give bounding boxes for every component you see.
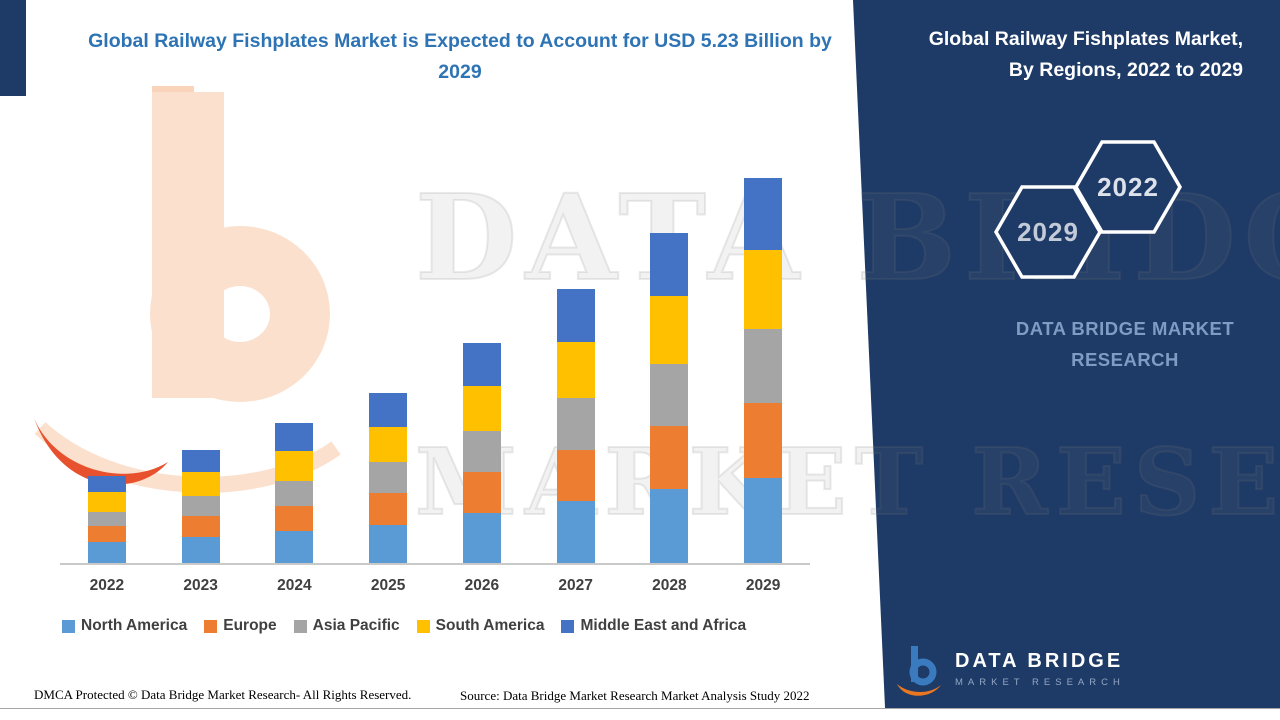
legend-item-middle-east-and-africa: Middle East and Africa xyxy=(561,617,746,635)
bar-segment-asia-pacific xyxy=(181,496,220,516)
stacked-bar-2023 xyxy=(181,450,220,563)
footer-source-text: Source: Data Bridge Market Research Mark… xyxy=(460,688,810,703)
bar-segment-south-america xyxy=(462,385,501,432)
bar-segment-europe xyxy=(556,449,595,502)
bar-segment-europe xyxy=(369,493,408,525)
stacked-bar-2025 xyxy=(369,392,408,563)
legend-swatch xyxy=(416,619,430,633)
chart-x-axis-labels: 2022 2023 2024 2025 2026 2027 2028 2029 xyxy=(60,577,810,595)
bar-segment-middle-east-and-africa xyxy=(275,423,314,452)
bar-segment-middle-east-and-africa xyxy=(369,392,408,427)
bar-segment-north-america xyxy=(275,531,314,563)
panel-title: Global Railway Fishplates Market, By Reg… xyxy=(928,28,1243,82)
panel-logo: DATA BRIDGE MARKET RESEARCH xyxy=(893,642,1125,696)
bar-segment-asia-pacific xyxy=(650,363,689,427)
bar-segment-europe xyxy=(462,471,501,513)
logo-title: DATA BRIDGE xyxy=(955,650,1124,672)
hexagon-2022 xyxy=(1073,140,1183,234)
legend-item-europe: Europe xyxy=(204,617,277,635)
bar-segment-middle-east-and-africa xyxy=(556,288,595,342)
legend-swatch xyxy=(561,619,575,633)
legend-item-asia-pacific: Asia Pacific xyxy=(293,617,400,635)
stacked-bar-2022 xyxy=(87,476,126,563)
bar-segment-middle-east-and-africa xyxy=(462,342,501,386)
bar-segment-asia-pacific xyxy=(556,398,595,450)
legend-label: North America xyxy=(81,617,188,634)
bar-segment-middle-east-and-africa xyxy=(87,476,126,493)
bar-segment-europe xyxy=(744,403,783,479)
hexagon-2022-label: 2022 xyxy=(1097,172,1159,202)
bar-segment-north-america xyxy=(650,489,689,563)
bar-segment-north-america xyxy=(181,536,220,563)
right-panel xyxy=(853,0,1280,708)
bar-segment-middle-east-and-africa xyxy=(650,233,689,296)
legend-item-south-america: South America xyxy=(416,617,545,635)
legend-swatch xyxy=(293,619,307,633)
bar-segment-europe xyxy=(181,515,220,537)
bar-segment-south-america xyxy=(650,295,689,364)
legend-label: South America xyxy=(435,617,545,634)
main-title: Global Railway Fishplates Market is Expe… xyxy=(88,30,832,84)
logo-subtitle: MARKET RESEARCH xyxy=(955,677,1125,688)
x-axis-label-2023: 2023 xyxy=(183,577,218,594)
legend-label: Asia Pacific xyxy=(312,617,400,634)
legend-swatch xyxy=(62,619,75,633)
bar-segment-south-america xyxy=(87,492,126,512)
bar-segment-europe xyxy=(87,526,126,543)
stacked-bar-2024 xyxy=(275,423,314,563)
bar-segment-north-america xyxy=(369,524,408,563)
x-axis-label-2026: 2026 xyxy=(464,577,500,594)
legend-swatch xyxy=(204,619,218,633)
legend-item-north-america: North America xyxy=(62,617,187,635)
bar-segment-europe xyxy=(275,505,314,532)
corner-accent-bar xyxy=(0,0,26,96)
bar-segment-middle-east-and-africa xyxy=(181,450,220,473)
bar-segment-south-america xyxy=(181,472,220,497)
x-axis-label-2025: 2025 xyxy=(370,577,406,594)
x-axis-label-2022: 2022 xyxy=(89,577,125,594)
logo-icon-bowl xyxy=(909,658,937,686)
bar-segment-south-america xyxy=(556,341,595,399)
stacked-bar-2029 xyxy=(744,178,783,563)
x-axis-label-2024: 2024 xyxy=(277,577,312,594)
footer-dmca-text: DMCA Protected © Data Bridge Market Rese… xyxy=(34,687,412,702)
legend-label: Europe xyxy=(223,617,277,634)
stacked-bar-2026 xyxy=(462,342,501,563)
hexagon-2029-label: 2029 xyxy=(1017,217,1079,247)
bar-segment-north-america xyxy=(462,512,501,563)
x-axis-label-2027: 2027 xyxy=(558,577,593,594)
chart-legend: North America Europe Asia Pacific South Ame… xyxy=(62,617,746,635)
panel-brand-caption: DATA BRIDGE MARKET RESEARCH xyxy=(1015,318,1235,371)
bottom-divider-strip xyxy=(0,708,1280,720)
bar-segment-north-america xyxy=(556,501,595,563)
bar-segment-asia-pacific xyxy=(369,462,408,494)
bar-segment-south-america xyxy=(744,250,783,329)
stacked-bar-2027 xyxy=(556,288,595,563)
bar-segment-asia-pacific xyxy=(275,480,314,506)
bar-segment-middle-east-and-africa xyxy=(744,178,783,251)
bar-segment-north-america xyxy=(87,542,126,563)
legend-label: Middle East and Africa xyxy=(580,617,747,634)
bar-segment-south-america xyxy=(275,451,314,481)
chart-plot-area xyxy=(60,175,810,565)
stacked-bar-2028 xyxy=(650,233,689,563)
bar-segment-north-america xyxy=(744,478,783,563)
bar-segment-south-america xyxy=(369,426,408,463)
bar-segment-asia-pacific xyxy=(744,328,783,404)
bar-segment-asia-pacific xyxy=(87,511,126,527)
bar-segment-asia-pacific xyxy=(462,431,501,472)
x-axis-label-2028: 2028 xyxy=(652,577,687,594)
bar-segment-europe xyxy=(650,426,689,490)
data-bridge-logo-icon xyxy=(897,646,941,696)
year-hexagons: 2029 2022 xyxy=(993,140,1183,279)
logo-icon-swoosh xyxy=(897,684,941,696)
x-axis-label-2029: 2029 xyxy=(745,577,781,594)
